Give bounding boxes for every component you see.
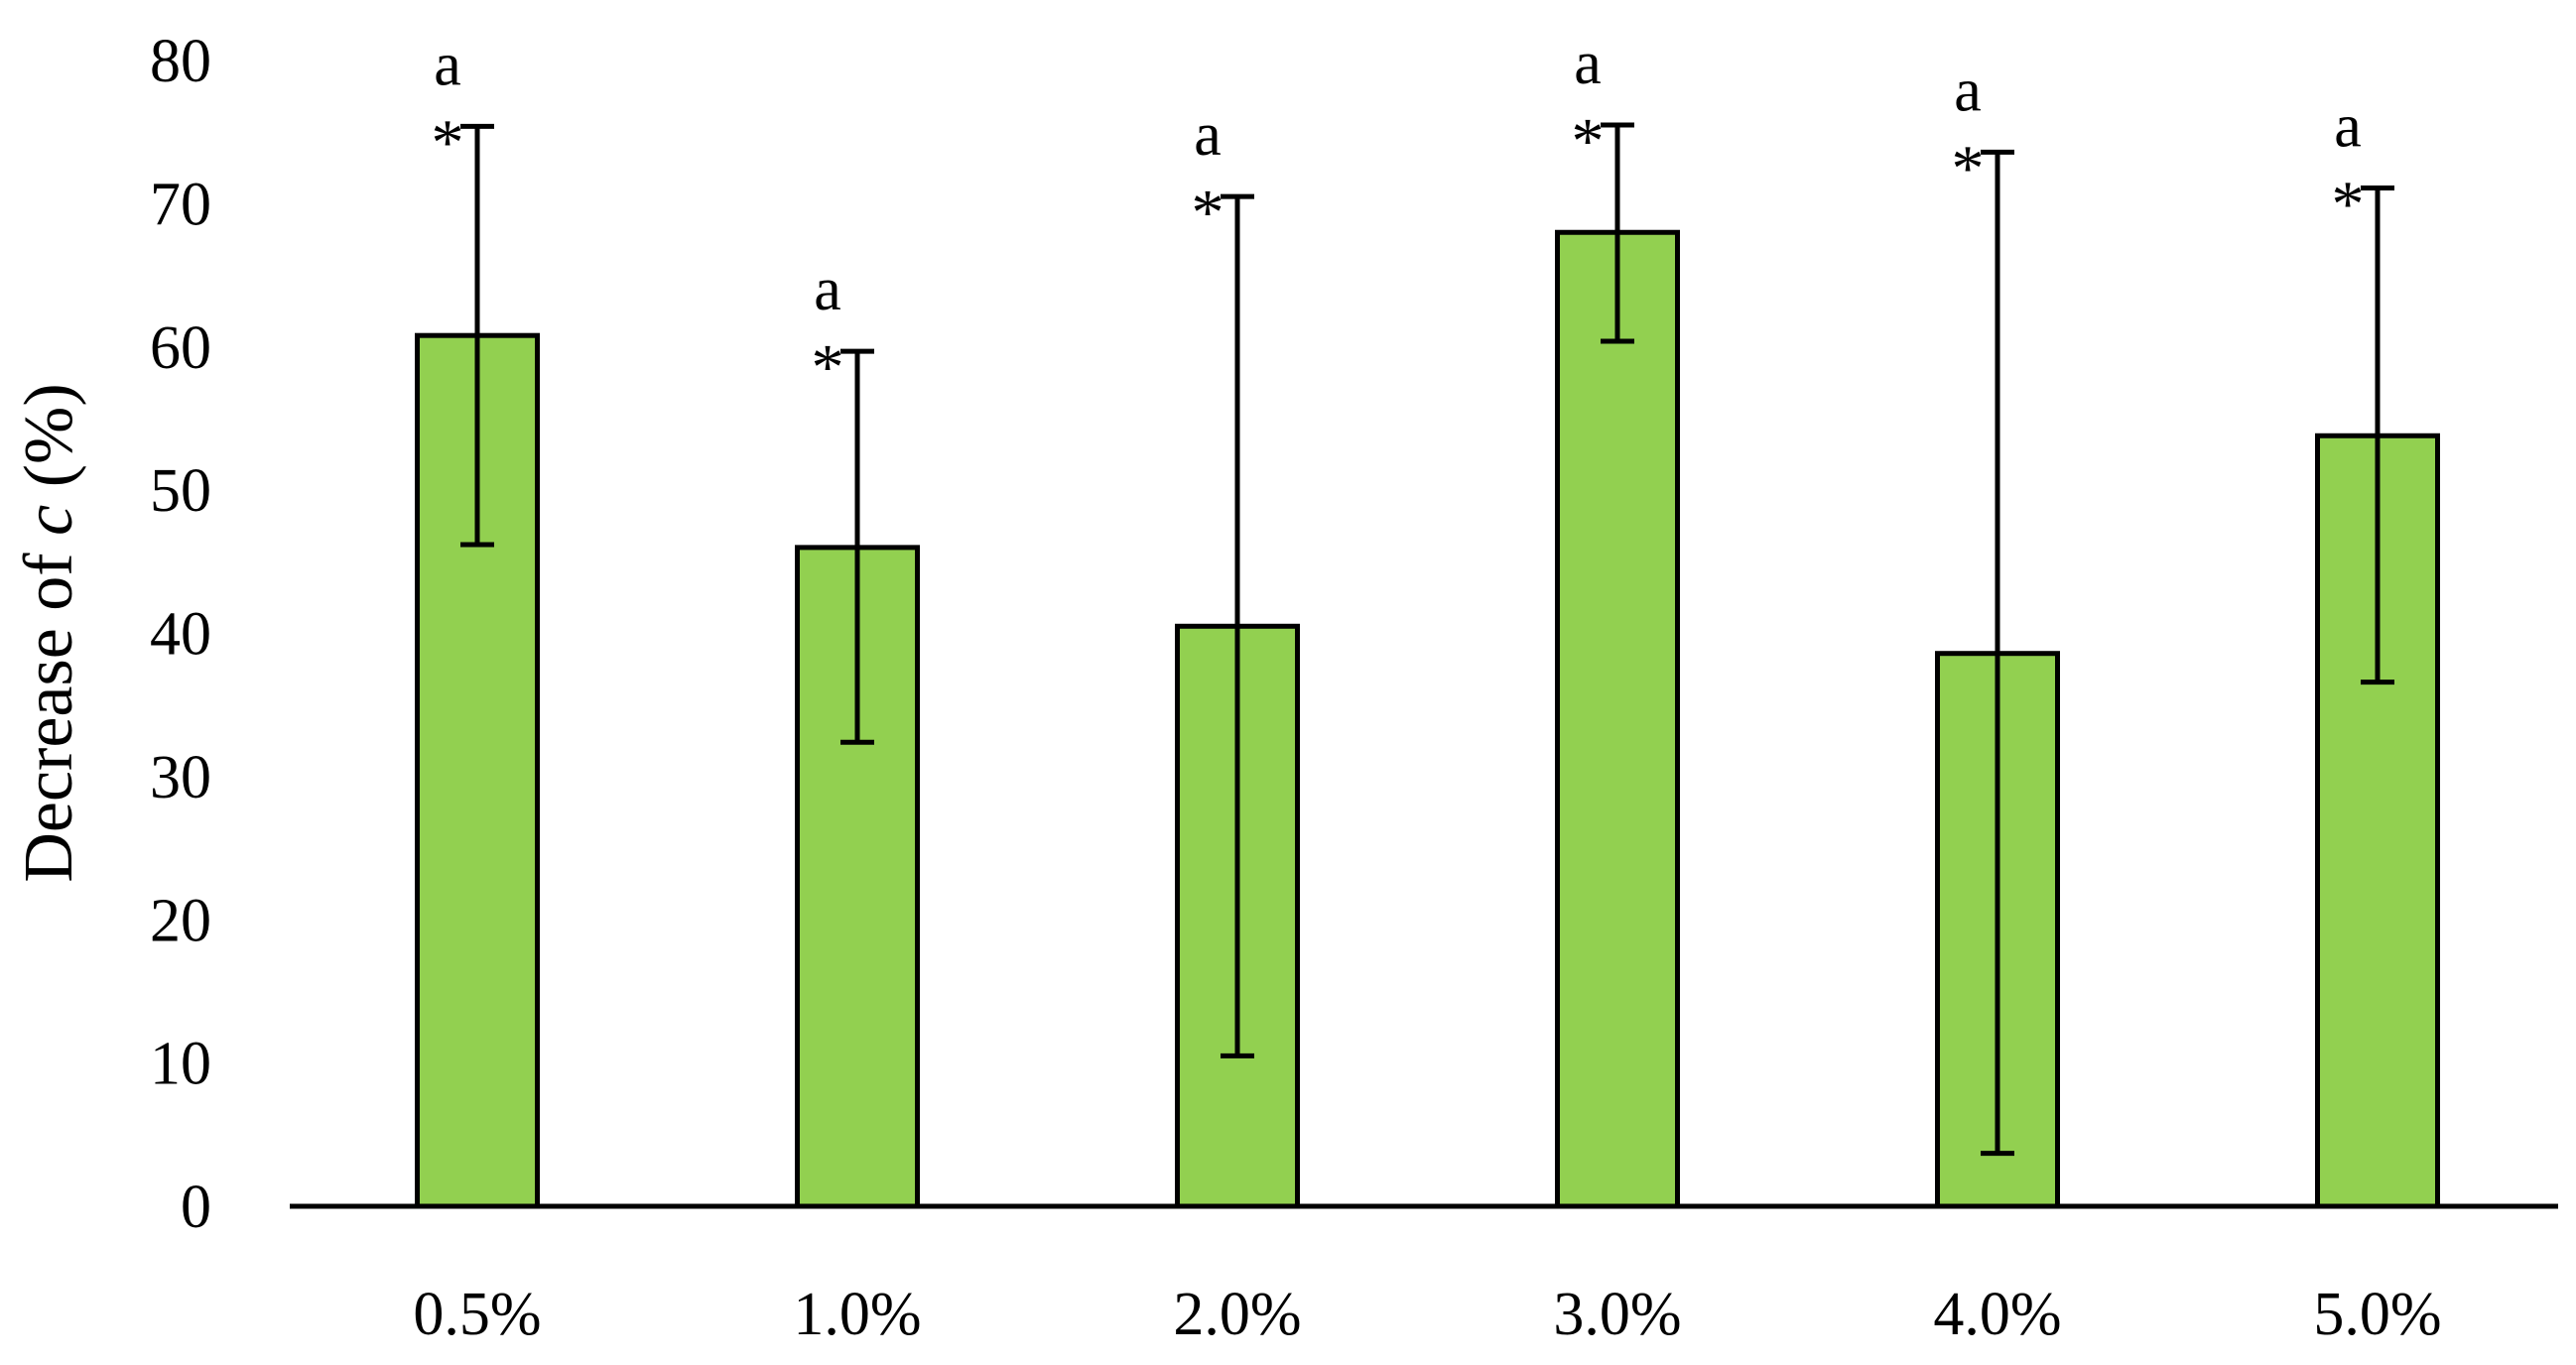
x-category-label: 0.5% xyxy=(413,1281,541,1348)
x-axis-labels: 0.5% 1.0% 2.0% 3.0% 4.0% 5.0% xyxy=(413,1281,2441,1348)
y-tick-label: 20 xyxy=(150,887,211,954)
significance-asterisk: * xyxy=(432,106,464,179)
significance-asterisk: * xyxy=(1572,105,1605,178)
error-bars xyxy=(460,122,2394,1157)
significance-letter: a xyxy=(1574,30,1602,97)
x-category-label: 1.0% xyxy=(793,1281,921,1348)
significance-annotations: * a * a * a * a * a * a xyxy=(432,30,2365,404)
y-tick-label: 50 xyxy=(150,457,211,525)
y-tick-label: 40 xyxy=(150,601,211,669)
bars xyxy=(415,229,2440,1209)
y-axis-title-part: Decrease of xyxy=(11,536,87,883)
significance-letter: a xyxy=(434,31,461,98)
significance-asterisk: * xyxy=(1192,177,1224,249)
y-tick-label: 30 xyxy=(150,744,211,811)
y-tick-label: 10 xyxy=(150,1031,211,1098)
y-tick-label: 0 xyxy=(181,1174,211,1241)
y-axis-ticks: 0 10 20 30 40 50 60 70 80 xyxy=(150,28,211,1241)
y-axis-title: Decrease of c (%) xyxy=(11,383,87,882)
y-axis-title-part: (%) xyxy=(11,383,87,504)
x-category-label: 5.0% xyxy=(2313,1281,2441,1348)
significance-asterisk: * xyxy=(2332,168,2365,240)
y-axis-title-variable: c xyxy=(11,505,87,536)
significance-letter: a xyxy=(1954,57,1982,124)
bar xyxy=(1555,229,1680,1209)
y-tick-label: 70 xyxy=(150,171,211,238)
significance-asterisk: * xyxy=(1952,132,1985,204)
x-category-label: 3.0% xyxy=(1553,1281,1681,1348)
significance-letter: a xyxy=(1194,101,1222,169)
y-tick-label: 60 xyxy=(150,314,211,382)
y-tick-label: 80 xyxy=(150,28,211,95)
x-category-label: 4.0% xyxy=(1933,1281,2061,1348)
significance-letter: a xyxy=(814,256,841,323)
significance-asterisk: * xyxy=(812,331,844,404)
x-category-label: 2.0% xyxy=(1173,1281,1301,1348)
significance-letter: a xyxy=(2334,92,2362,160)
